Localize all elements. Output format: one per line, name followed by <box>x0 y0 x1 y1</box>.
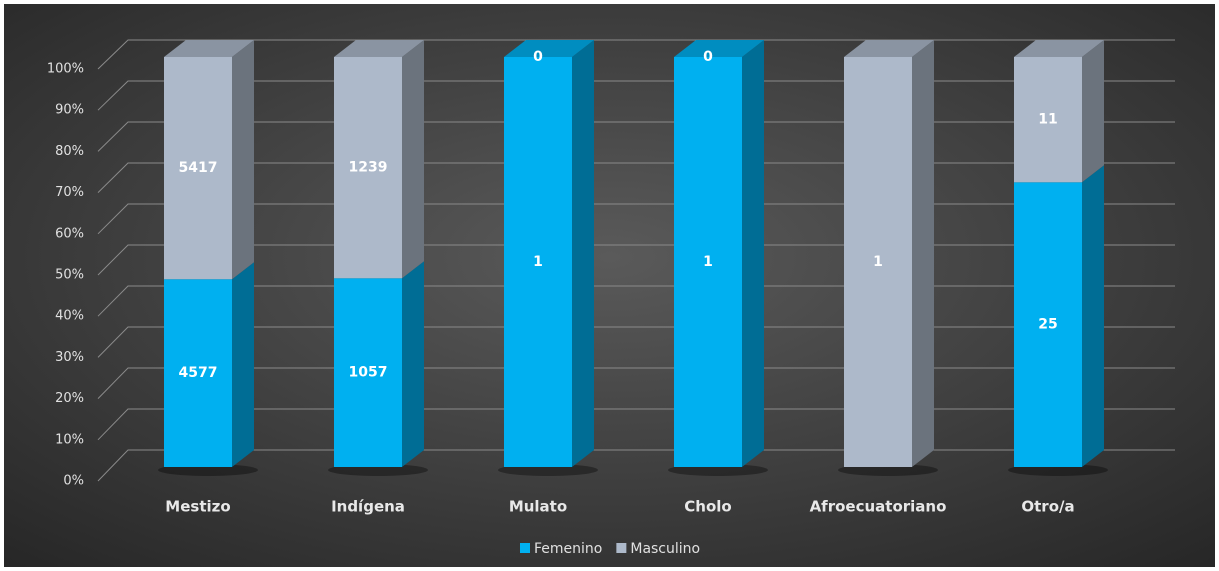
bar-side <box>1082 165 1104 467</box>
data-label: 4577 <box>179 365 218 381</box>
y-tick-label: 10% <box>55 432 84 447</box>
bar-top <box>334 40 424 57</box>
y-tick-label: 90% <box>55 103 84 118</box>
grid-line <box>97 408 1175 441</box>
bar <box>334 278 402 467</box>
bar-top <box>844 40 934 57</box>
y-tick-label: 100% <box>47 62 84 77</box>
bar-side <box>1082 40 1104 183</box>
y-tick-label: 80% <box>55 144 84 159</box>
x-tick-label: Afroecuatoriano <box>810 498 947 516</box>
bar-side <box>912 40 934 467</box>
bar-side <box>402 261 424 467</box>
y-tick-label: 40% <box>55 309 84 324</box>
x-tick-label: Mulato <box>509 498 567 516</box>
legend-label: Masculino <box>630 541 700 557</box>
bar <box>1014 182 1082 467</box>
data-label: 1239 <box>349 160 388 176</box>
legend-label: Femenino <box>534 541 602 557</box>
y-tick-label: 0% <box>63 474 84 489</box>
grid-line <box>97 121 1175 152</box>
data-label: 1 <box>873 254 883 270</box>
grid-line <box>97 162 1175 193</box>
bar <box>1014 57 1082 183</box>
bar <box>844 57 912 467</box>
bar-side <box>232 40 254 280</box>
legend-swatch <box>520 543 530 553</box>
bar-side <box>402 40 424 279</box>
grid-line <box>97 244 1175 276</box>
data-label: 1057 <box>349 365 388 381</box>
data-label: 0 <box>703 49 713 65</box>
bar <box>164 279 232 467</box>
y-tick-label: 70% <box>55 185 84 200</box>
grid-line <box>97 326 1175 358</box>
bar <box>674 57 742 467</box>
bar-side <box>572 40 594 467</box>
bar-side <box>742 40 764 467</box>
data-label: 25 <box>1038 317 1057 333</box>
bar-top <box>674 40 764 57</box>
data-label: 1 <box>533 254 543 270</box>
grid-line <box>97 285 1175 317</box>
data-label: 0 <box>533 49 543 65</box>
grid-line <box>97 39 1175 70</box>
y-tick-label: 20% <box>55 391 84 406</box>
y-tick-label: 60% <box>55 226 84 241</box>
y-tick-label: 50% <box>55 268 84 283</box>
x-tick-label: Cholo <box>684 498 731 516</box>
data-label: 1 <box>703 254 713 270</box>
bar-top <box>504 40 594 57</box>
bar-side <box>232 262 254 467</box>
grid-line <box>97 203 1175 235</box>
bar-top <box>1014 40 1104 57</box>
grid-line <box>97 449 1175 482</box>
x-tick-label: Otro/a <box>1021 498 1074 516</box>
grid-line <box>97 367 1175 399</box>
legend-swatch <box>616 543 627 553</box>
data-label: 5417 <box>179 160 218 176</box>
bar <box>504 57 572 467</box>
data-label: 11 <box>1038 112 1057 128</box>
x-tick-label: Mestizo <box>165 498 230 516</box>
x-tick-label: Indígena <box>331 498 405 516</box>
bar <box>334 57 402 279</box>
y-tick-label: 30% <box>55 350 84 365</box>
grid-line <box>97 80 1175 111</box>
bar <box>164 57 232 280</box>
bar-top <box>164 40 254 57</box>
